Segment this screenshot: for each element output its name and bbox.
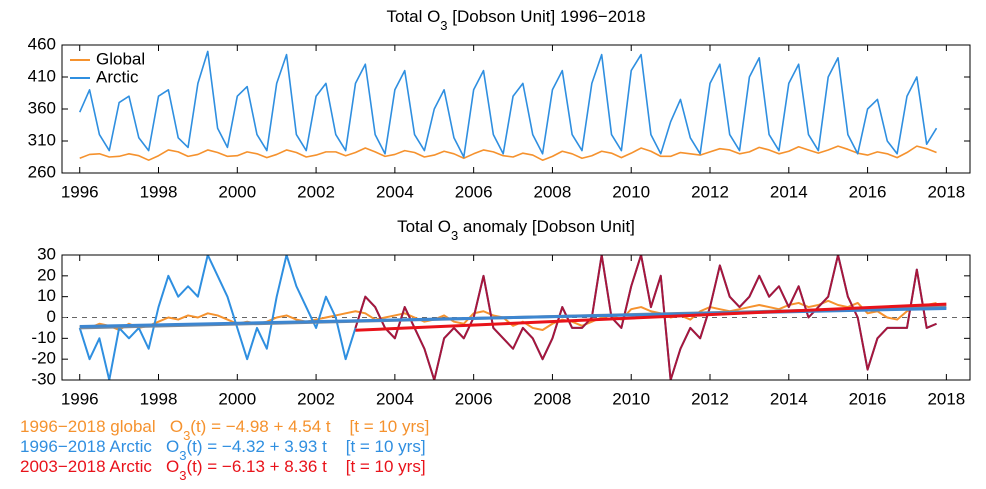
plot-frame xyxy=(61,254,971,381)
x-tick-label: 2002 xyxy=(297,389,335,408)
y-tick-label: 410 xyxy=(28,66,56,85)
text-line: Total O3 [Dobson Unit] 1996−2018 xyxy=(386,7,645,33)
x-tick-label: 2014 xyxy=(770,182,808,201)
plot-area xyxy=(78,255,947,380)
x-tick-label: 2010 xyxy=(612,389,650,408)
y-tick-label: 310 xyxy=(28,130,56,149)
series-line xyxy=(354,255,937,380)
series-line xyxy=(79,299,937,331)
text-line: Total O3 anomaly [Dobson Unit] xyxy=(397,217,635,243)
subscript: 3 xyxy=(183,428,190,443)
subscript: 3 xyxy=(440,18,447,33)
x-tick-label: 1996 xyxy=(61,389,99,408)
plot-frame xyxy=(61,44,971,174)
y-tick-label: -30 xyxy=(31,369,56,388)
plot-area xyxy=(78,50,938,161)
x-tick-label: 2004 xyxy=(376,389,414,408)
x-tick-label: 2006 xyxy=(455,389,493,408)
text-part: (t) = −4.98 + 4.54 t [t = 10 yrs] xyxy=(190,417,429,436)
subscript: 3 xyxy=(179,468,186,483)
x-tick-label: 2004 xyxy=(376,182,414,201)
x-tick-label: 2016 xyxy=(849,389,887,408)
y-tick-label: -20 xyxy=(31,349,56,368)
x-tick-label: 2018 xyxy=(927,182,965,201)
x-tick-label: 2012 xyxy=(691,389,729,408)
series-line xyxy=(355,302,947,332)
y-tick-label: 460 xyxy=(28,34,56,53)
x-tick-label: 2006 xyxy=(455,182,493,201)
x-tick-label: 2018 xyxy=(927,389,965,408)
text-part: (t) = −4.32 + 3.93 t [t = 10 yrs] xyxy=(186,437,425,456)
y-tick-label: 360 xyxy=(28,98,56,117)
text-part: Total O xyxy=(397,217,451,236)
legend-label: Arctic xyxy=(96,67,139,86)
text-line: 1996−2018 Arctic O3(t) = −4.32 + 3.93 t … xyxy=(20,437,426,463)
y-tick-label: 260 xyxy=(28,162,56,181)
text-part: (t) = −6.13 + 8.36 t [t = 10 yrs] xyxy=(186,457,425,476)
y-tick-label: 30 xyxy=(37,244,56,263)
text-line: 2003−2018 Arctic O3(t) = −6.13 + 8.36 t … xyxy=(20,457,426,483)
x-tick-label: 2010 xyxy=(612,182,650,201)
x-tick-label: 2016 xyxy=(849,182,887,201)
x-tick-label: 2008 xyxy=(534,389,572,408)
text-line: 1996−2018 global O3(t) = −4.98 + 4.54 t … xyxy=(20,417,429,443)
subscript: 3 xyxy=(451,228,458,243)
x-tick-label: 1998 xyxy=(140,182,178,201)
x-tick-label: 2000 xyxy=(218,182,256,201)
series-line xyxy=(78,50,938,158)
y-tick-label: 0 xyxy=(47,307,56,326)
x-tick-label: 2002 xyxy=(297,182,335,201)
text-part: [Dobson Unit] 1996−2018 xyxy=(448,7,646,26)
y-tick-label: -10 xyxy=(31,328,56,347)
legend-label: Global xyxy=(96,49,145,68)
x-tick-label: 1996 xyxy=(61,182,99,201)
text-part: 1996−2018 Arctic O xyxy=(20,437,179,456)
y-tick-label: 20 xyxy=(37,265,56,284)
text-part: Total O xyxy=(386,7,440,26)
subscript: 3 xyxy=(179,448,186,463)
text-part: 1996−2018 global O xyxy=(20,417,183,436)
x-tick-label: 2014 xyxy=(770,389,808,408)
x-tick-label: 1998 xyxy=(140,389,178,408)
text-part: 2003−2018 Arctic O xyxy=(20,457,179,476)
x-tick-label: 2008 xyxy=(534,182,572,201)
series-line xyxy=(79,145,937,161)
text-part: anomaly [Dobson Unit] xyxy=(458,217,635,236)
x-tick-label: 2012 xyxy=(691,182,729,201)
y-tick-label: 10 xyxy=(37,286,56,305)
x-tick-label: 2000 xyxy=(218,389,256,408)
